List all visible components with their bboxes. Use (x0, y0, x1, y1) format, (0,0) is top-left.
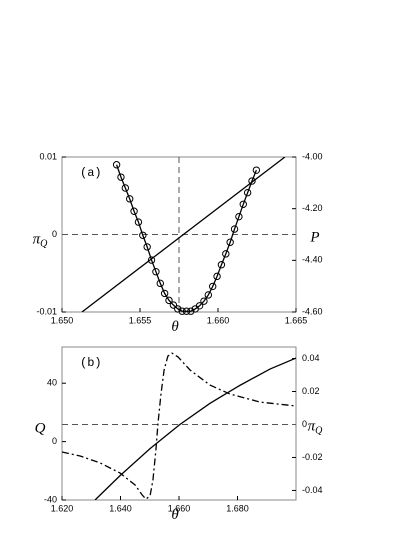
data-point (235, 212, 243, 221)
series-line (81, 157, 286, 312)
x-tick-label: 1.660 (207, 315, 230, 325)
y-tick-label: -0.01 (36, 306, 57, 316)
series-line (115, 164, 257, 312)
y-tick-label: 0 (52, 436, 57, 446)
data-point (248, 177, 256, 185)
axis-label: πQ (308, 419, 324, 437)
data-point (182, 307, 191, 315)
x-tick-label: 1.650 (51, 315, 74, 325)
data-point (134, 218, 143, 226)
x-tick-label: 1.680 (226, 503, 249, 513)
data-point (195, 302, 204, 310)
y2-tick-label: 0 (302, 419, 307, 429)
y2-tick-label: -4.60 (302, 306, 323, 316)
panel-label: (a) (80, 166, 102, 180)
data-point (156, 279, 164, 288)
x-tick-label: 1.640 (109, 503, 132, 513)
x-tick-label: 1.620 (51, 503, 74, 513)
data-point (239, 200, 247, 208)
data-point (160, 289, 169, 298)
series-line (62, 352, 296, 500)
y-tick-label: 0.01 (39, 151, 57, 161)
data-point (222, 250, 230, 258)
y2-tick-label: -0.02 (302, 452, 323, 462)
y-tick-label: -40 (44, 494, 57, 504)
axis-label: θ (171, 507, 179, 523)
y2-tick-label: -0.04 (302, 485, 323, 495)
data-point (117, 173, 125, 181)
axis-label-main: Q (35, 421, 46, 437)
data-point (204, 291, 213, 299)
y2-tick-label: -4.00 (302, 151, 323, 161)
data-point (143, 243, 151, 251)
x-tick-label: 1.655 (129, 315, 152, 325)
data-point (165, 296, 173, 305)
data-point (121, 184, 130, 192)
y-tick-label: 0 (52, 229, 57, 239)
data-point (200, 297, 208, 305)
data-point (139, 231, 147, 239)
data-point (169, 301, 178, 309)
data-point (243, 188, 252, 197)
axis-label-main: π (33, 232, 41, 248)
axis-label-main: θ (171, 319, 179, 335)
data-point (152, 268, 160, 276)
axis-label-main: P (309, 230, 319, 246)
data-point (252, 166, 261, 174)
x-tick-label: 1.665 (285, 315, 308, 325)
y2-tick-label: -4.20 (302, 203, 323, 213)
panel-label: (b) (80, 356, 102, 370)
axis-label-main: π (308, 419, 316, 435)
axis-label: P (309, 230, 319, 246)
data-point (174, 305, 182, 313)
data-point (217, 261, 226, 269)
axis-label-sub: Q (315, 426, 323, 437)
axis-label: θ (171, 319, 179, 335)
data-point (147, 256, 156, 264)
data-point (178, 307, 186, 315)
y2-tick-label: -4.40 (302, 255, 323, 265)
data-point (213, 272, 221, 281)
axis-label-main: θ (171, 507, 179, 523)
series-line (94, 357, 296, 500)
y2-tick-label: 0.04 (302, 353, 320, 363)
data-point (112, 161, 121, 169)
data-point (226, 238, 234, 246)
y-tick-label: 40 (47, 378, 57, 388)
data-point (230, 225, 239, 233)
axis-label-sub: Q (40, 239, 48, 250)
y2-tick-label: 0.02 (302, 386, 320, 396)
axis-label: πQ (33, 232, 49, 250)
data-point (130, 207, 138, 215)
data-point (126, 195, 134, 203)
data-point (187, 307, 195, 315)
axis-label: Q (35, 421, 46, 437)
x-tick-label: 1.660 (168, 503, 191, 513)
data-point (208, 282, 217, 291)
